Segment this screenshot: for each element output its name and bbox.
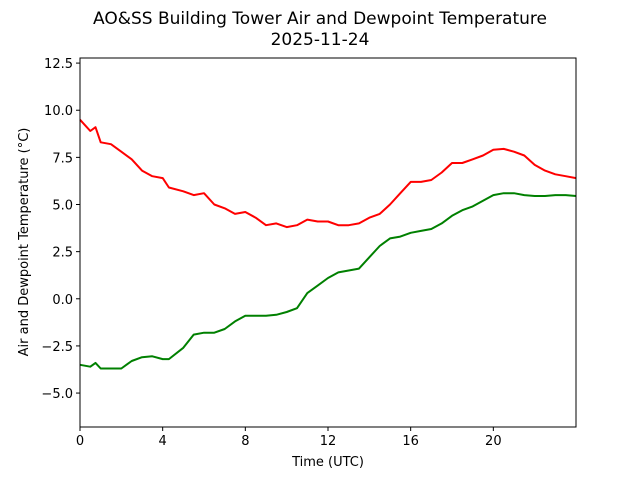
- y-tick-label: 12.5: [44, 57, 73, 72]
- x-axis-label: Time (UTC): [291, 455, 364, 470]
- plot-area-frame: [79, 57, 577, 428]
- y-tick-label: 2.5: [52, 246, 73, 261]
- x-tick-label: 12: [320, 434, 337, 449]
- y-tick-label: −2.5: [41, 340, 73, 355]
- x-tick-label: 20: [485, 434, 502, 449]
- y-tick-label: 10.0: [44, 104, 73, 119]
- x-tick-label: 4: [159, 434, 167, 449]
- y-axis-label: Air and Dewpoint Temperature (°C): [17, 128, 32, 357]
- y-axis: 12.5 10.0 7.5 5.0 2.5 0.0 −2.5 −5.0: [41, 57, 80, 402]
- x-tick-label: 16: [402, 434, 419, 449]
- y-tick-label: 0.0: [52, 293, 73, 308]
- y-tick-label: 5.0: [52, 199, 73, 214]
- chart-subtitle: 2025-11-24: [271, 30, 370, 50]
- x-tick-label: 8: [241, 434, 249, 449]
- x-tick-label: 0: [76, 434, 84, 449]
- series-line-air-temperature: [79, 119, 577, 229]
- chart-title: AO&SS Building Tower Air and Dewpoint Te…: [93, 9, 547, 29]
- x-axis: 0 4 8 12 16 20: [76, 427, 502, 449]
- series-line-dewpoint-temperature: [79, 192, 577, 370]
- y-tick-label: −5.0: [41, 387, 73, 402]
- y-tick-label: 7.5: [52, 151, 73, 166]
- series-lines: [79, 119, 577, 370]
